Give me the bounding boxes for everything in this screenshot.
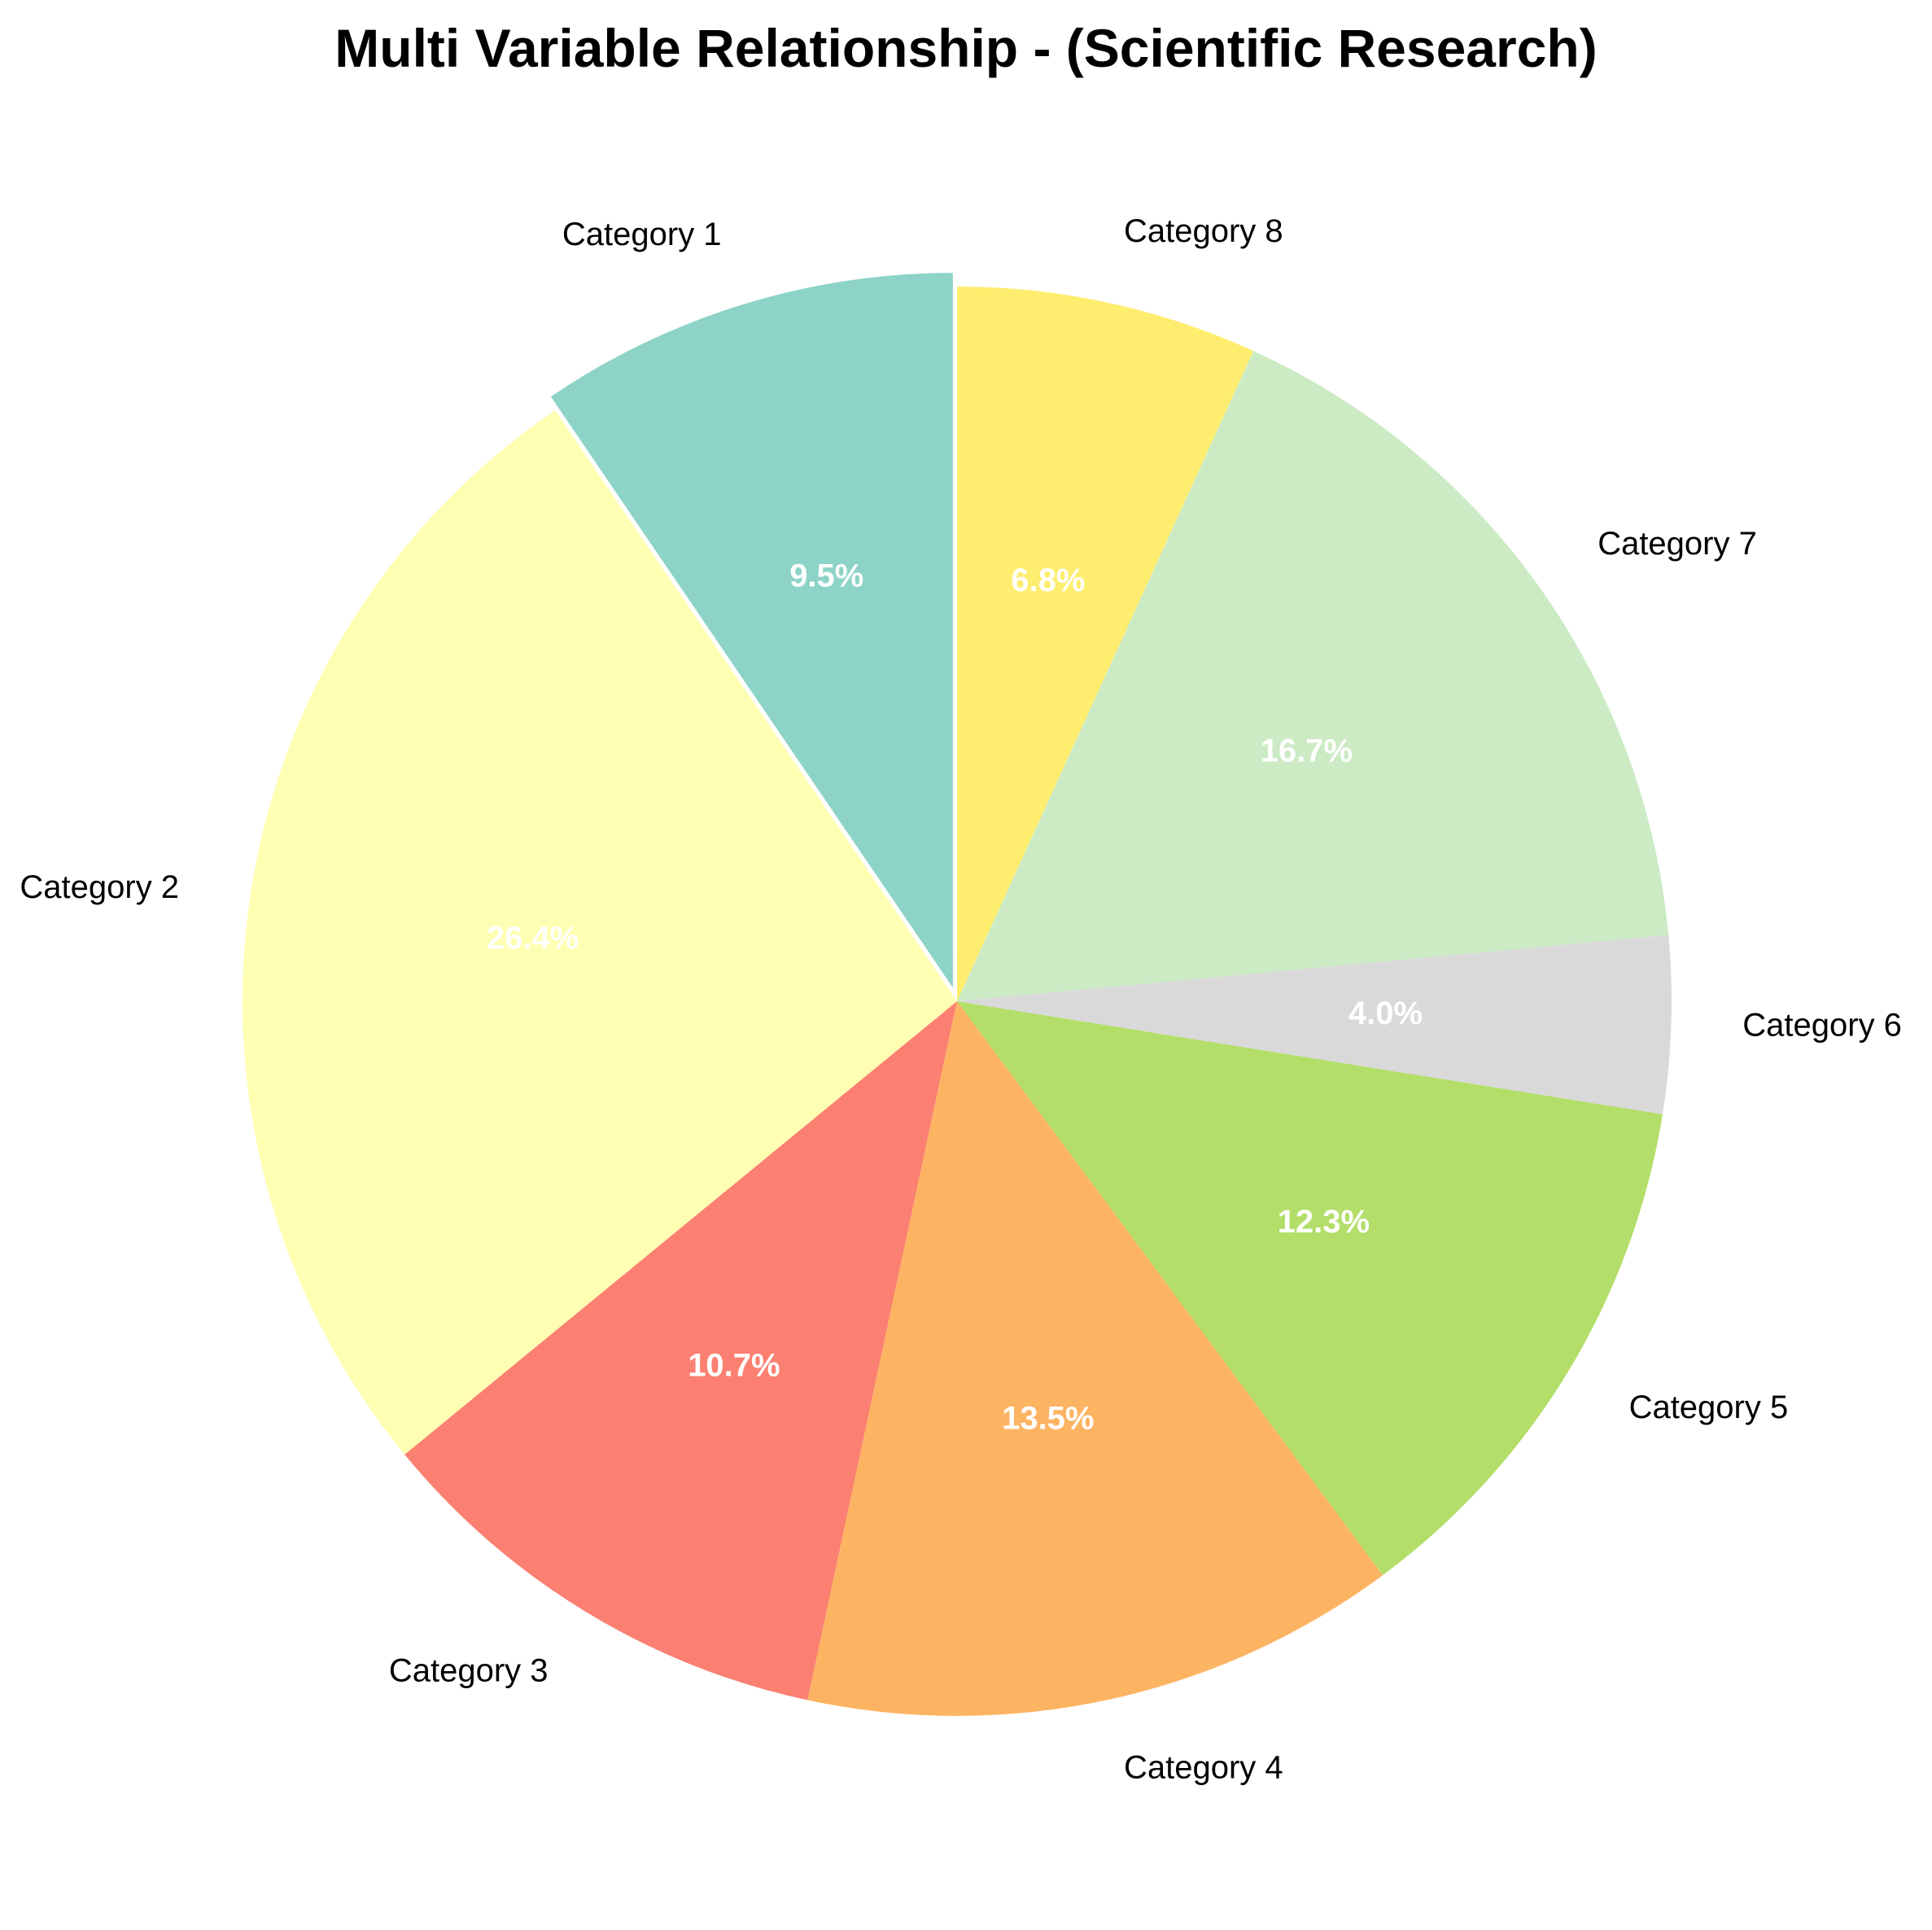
category-label-2: Category 2 [20, 869, 179, 905]
category-label-8: Category 8 [1124, 213, 1283, 249]
pie-slice-8 [957, 287, 1254, 1001]
pie-slice-5 [957, 1001, 1663, 1576]
pie-slice-3 [404, 1001, 958, 1700]
pie-slice-6 [957, 934, 1672, 1114]
percentage-label-7: 16.7% [1261, 733, 1353, 768]
percentage-label-1: 9.5% [789, 558, 863, 593]
percentage-label-8: 6.8% [1011, 562, 1085, 598]
percentage-label-5: 12.3% [1278, 1204, 1370, 1240]
chart-title: Multi Variable Relationship - (Scientifi… [334, 18, 1597, 78]
pie-slice-2 [242, 410, 958, 1455]
percentage-label-6: 4.0% [1348, 996, 1423, 1031]
category-label-6: Category 6 [1742, 1007, 1902, 1043]
percentage-label-3: 10.7% [688, 1347, 780, 1383]
percentage-label-2: 26.4% [487, 920, 579, 956]
pie-slice-1 [550, 273, 953, 988]
pie-slice-7 [957, 351, 1669, 1001]
category-labels: Category 1 Category 2 Category 3 Category 4… [20, 213, 1902, 1786]
pie-slice-4 [807, 1001, 1383, 1716]
percentage-label-4: 13.5% [1002, 1400, 1094, 1436]
category-label-7: Category 7 [1598, 526, 1757, 562]
category-label-3: Category 3 [389, 1652, 549, 1688]
category-label-5: Category 5 [1629, 1390, 1789, 1425]
category-label-4: Category 4 [1124, 1749, 1283, 1785]
percentage-labels: 9.5% 26.4% 10.7% 13.5% 12.3% 4.0% 16.7% 6.8% [487, 558, 1423, 1436]
pie-slices [242, 273, 1672, 1716]
category-label-1: Category 1 [562, 217, 722, 252]
